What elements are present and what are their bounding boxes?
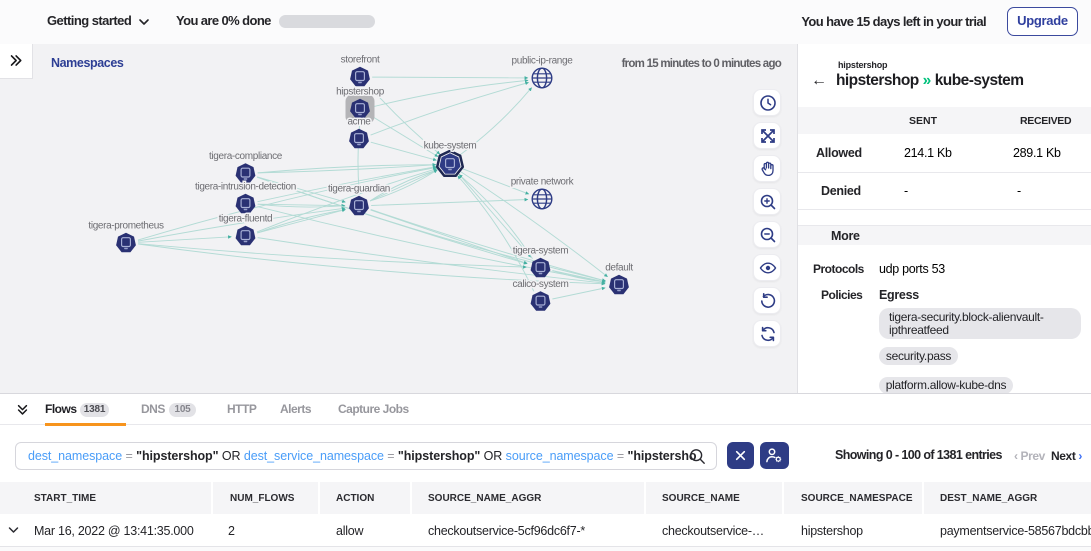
svg-text:storefront: storefront	[341, 55, 380, 66]
svg-text:hipstershop: hipstershop	[336, 87, 385, 98]
svg-text:public-ip-range: public-ip-range	[512, 56, 574, 67]
svg-text:default: default	[605, 263, 633, 274]
svg-text:tigera-compliance: tigera-compliance	[209, 151, 283, 162]
svg-text:private network: private network	[511, 177, 575, 188]
svg-text:calico-system: calico-system	[512, 279, 568, 290]
svg-text:acme: acme	[347, 117, 371, 128]
svg-text:tigera-prometheus: tigera-prometheus	[88, 221, 164, 232]
svg-text:tigera-guardian: tigera-guardian	[328, 184, 390, 195]
svg-text:tigera-fluentd: tigera-fluentd	[219, 214, 272, 225]
svg-text:tigera-intrusion-detection: tigera-intrusion-detection	[195, 182, 296, 193]
svg-text:tigera-system: tigera-system	[513, 246, 568, 257]
svg-text:kube-system: kube-system	[424, 141, 477, 152]
